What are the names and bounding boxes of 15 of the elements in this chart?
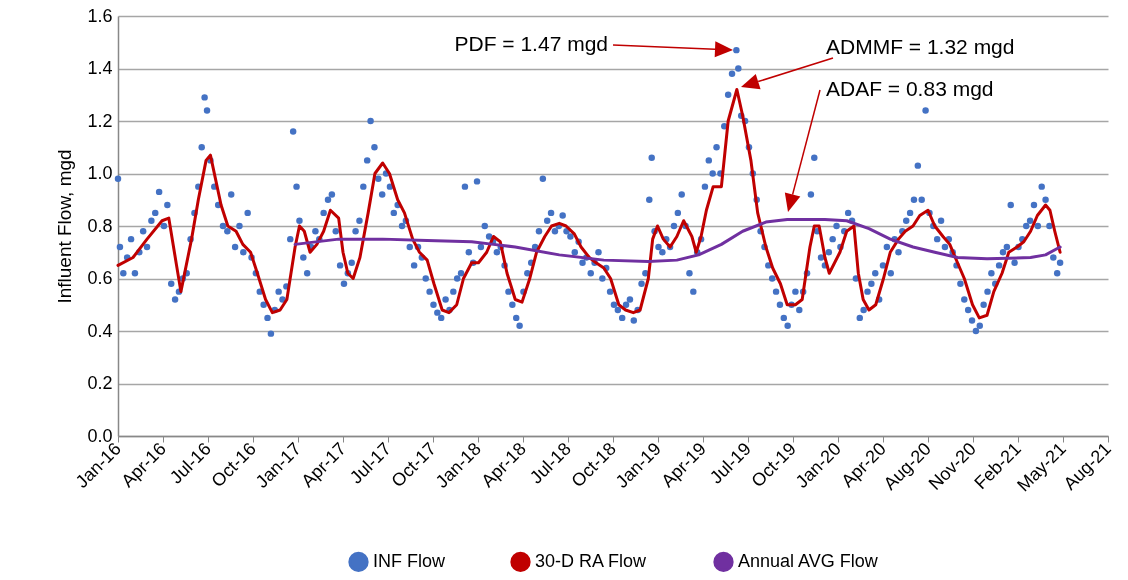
legend-label: Annual AVG Flow <box>738 550 879 571</box>
legend-label: 30-D RA Flow <box>535 550 648 571</box>
y-tick-label: 0.4 <box>87 320 113 341</box>
y-tick-label: 0.8 <box>87 215 113 236</box>
legend-label: INF Flow <box>373 550 446 571</box>
annotation: PDF = 1.47 mgd <box>454 31 608 55</box>
y-tick-label: 1.0 <box>87 163 113 183</box>
annotation: ADMMF = 1.32 mgd <box>826 34 1015 58</box>
annotation: ADAF = 0.83 mgd <box>826 76 994 100</box>
y-tick-label: 0.6 <box>87 268 113 288</box>
y-tick-label: 1.4 <box>87 58 113 78</box>
y-tick-label: 1.2 <box>87 110 113 131</box>
y-axis-title: Influent Flow, mgd <box>54 149 76 304</box>
y-tick-label: 0.2 <box>87 373 113 393</box>
y-tick-label: 1.6 <box>87 5 113 26</box>
